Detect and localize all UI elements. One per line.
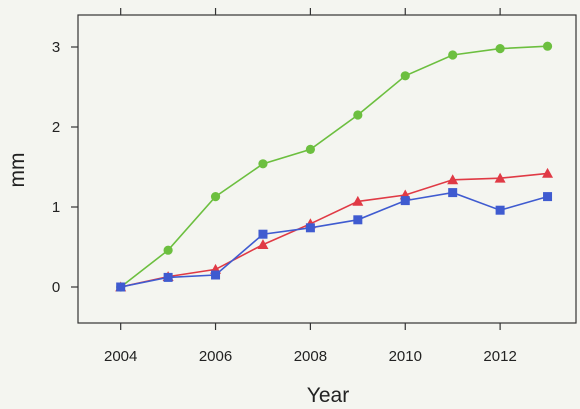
series-line bbox=[120, 45, 548, 288]
series-triangle bbox=[115, 167, 554, 292]
data-point-square bbox=[163, 272, 173, 282]
x-axis-label: Year bbox=[307, 384, 349, 407]
x-tick-label: 2006 bbox=[199, 348, 232, 365]
data-point-circle bbox=[210, 192, 221, 202]
y-tick-label: 0 bbox=[52, 279, 60, 296]
data-point-circle bbox=[163, 245, 173, 255]
data-point-square bbox=[448, 188, 458, 198]
y-tick-label: 2 bbox=[52, 119, 60, 136]
data-point-circle bbox=[258, 159, 268, 169]
data-point-square bbox=[211, 270, 221, 280]
data-point-circle bbox=[495, 44, 505, 54]
series-square bbox=[116, 188, 553, 292]
y-axis: 0 1 2 3 bbox=[52, 39, 78, 296]
data-point-triangle bbox=[447, 174, 459, 185]
data-point-square bbox=[543, 192, 553, 202]
x-tick-label: 2008 bbox=[294, 348, 327, 365]
data-point-square bbox=[116, 282, 126, 292]
data-point-circle bbox=[448, 50, 458, 60]
y-tick-label: 1 bbox=[52, 199, 60, 216]
plot-frame bbox=[77, 14, 577, 324]
data-point-triangle bbox=[494, 172, 506, 183]
data-point-triangle bbox=[542, 167, 554, 178]
data-point-circle bbox=[305, 144, 315, 154]
data-point-triangle bbox=[257, 239, 269, 249]
x-tick-label: 2010 bbox=[389, 348, 422, 365]
series-circle bbox=[116, 41, 553, 292]
data-point-square bbox=[495, 205, 505, 215]
data-point-circle bbox=[542, 41, 553, 51]
x-tick-label: 2012 bbox=[483, 348, 516, 365]
series-line bbox=[120, 191, 548, 288]
series-layer bbox=[115, 41, 554, 292]
data-point-square bbox=[353, 215, 363, 225]
series-line bbox=[120, 172, 548, 288]
data-point-square bbox=[258, 229, 268, 239]
data-point-circle bbox=[353, 110, 363, 120]
x-tick-label: 2004 bbox=[104, 348, 137, 365]
data-point-circle bbox=[400, 71, 410, 81]
x-axis: 2004 2006 2008 2010 2012 bbox=[104, 8, 517, 365]
y-axis-label: mm bbox=[6, 153, 29, 188]
data-point-square bbox=[400, 196, 410, 206]
y-tick-label: 3 bbox=[52, 39, 60, 56]
data-point-triangle bbox=[352, 195, 364, 206]
data-point-square bbox=[305, 223, 315, 233]
